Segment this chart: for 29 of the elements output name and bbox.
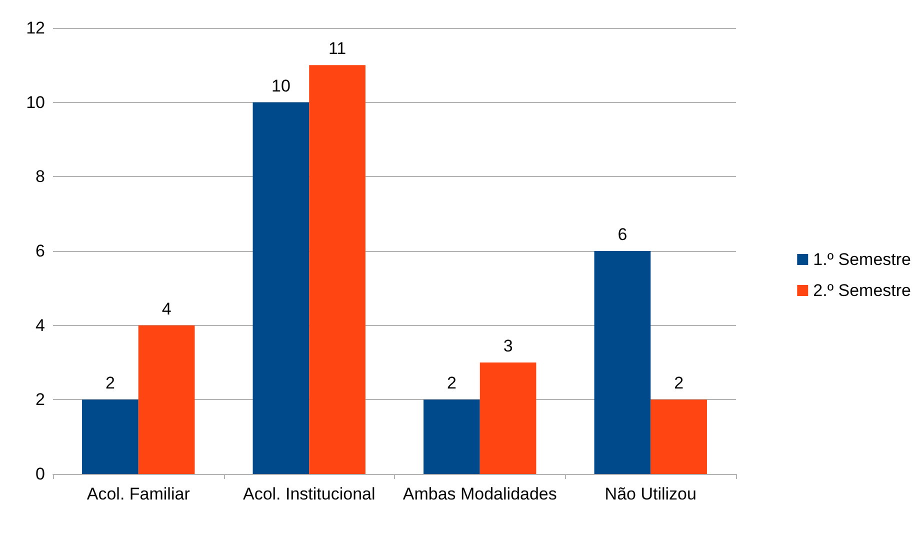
x-tick-label: Acol. Institucional — [242, 484, 376, 504]
bar — [480, 362, 536, 474]
legend-label: 1.º Semestre — [813, 250, 911, 269]
data-label: 2 — [105, 374, 115, 393]
y-tick-label: 0 — [36, 464, 45, 484]
data-label: 2 — [446, 374, 456, 393]
data-label: 3 — [503, 336, 513, 356]
y-tick-label: 8 — [36, 167, 45, 186]
data-label: 2 — [674, 374, 684, 393]
bar — [309, 65, 366, 474]
data-label: 6 — [618, 225, 628, 244]
data-label: 11 — [328, 39, 346, 58]
bar — [138, 325, 195, 474]
bar — [252, 102, 310, 474]
data-label: 4 — [162, 299, 172, 318]
y-tick-label: 4 — [36, 316, 45, 335]
y-tick-label: 6 — [36, 242, 45, 260]
bar — [650, 400, 707, 474]
y-tick-label: 2 — [36, 390, 45, 410]
bar — [82, 400, 138, 474]
legend-label: 2.º Semestre — [813, 281, 911, 300]
x-tick-label: Acol. Familiar — [86, 484, 190, 504]
bar — [594, 251, 651, 474]
data-label: 10 — [271, 76, 290, 96]
x-tick-label: Ambas Modalidades — [402, 484, 557, 504]
x-tick-label: Não Utilizou — [604, 484, 696, 504]
y-tick-label: 12 — [26, 18, 45, 38]
y-tick-label: 10 — [26, 92, 45, 112]
bar — [424, 400, 480, 474]
